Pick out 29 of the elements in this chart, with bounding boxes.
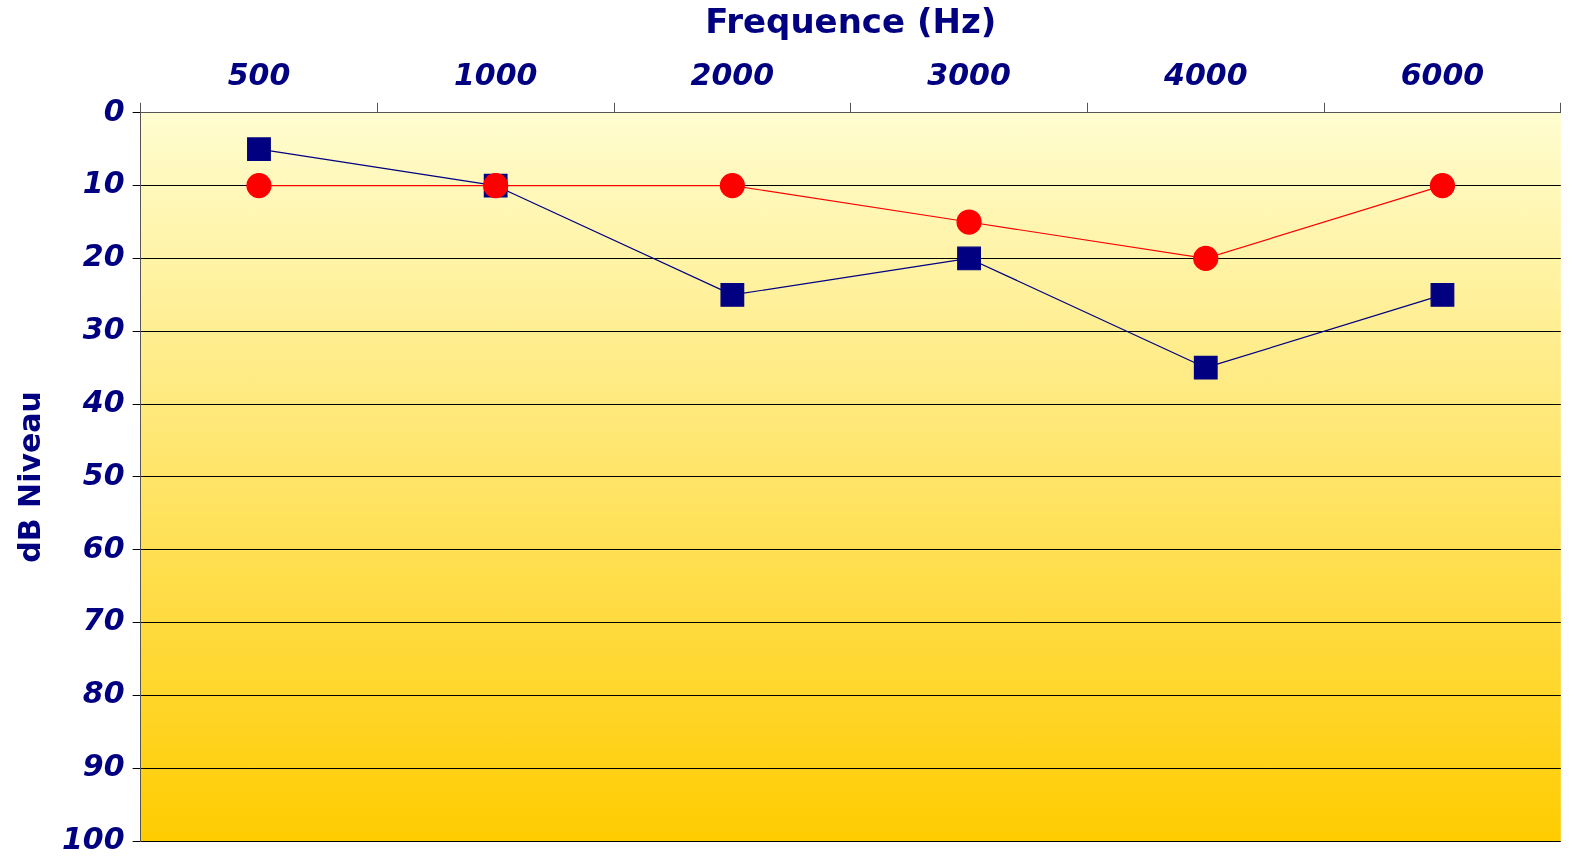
- x-tick-label: 6000: [1400, 56, 1485, 92]
- point: [1429, 173, 1456, 199]
- point: [1193, 355, 1218, 380]
- point: [1430, 282, 1455, 307]
- y-tick-label: 10: [82, 165, 125, 201]
- y-tick-label: 20: [82, 238, 125, 274]
- y-tick-label: 50: [82, 456, 125, 492]
- x-tick-label: 2000: [690, 56, 775, 92]
- point: [246, 173, 272, 199]
- y-tick-label: 90: [82, 747, 125, 783]
- y-axis-title: dB Niveau: [11, 391, 47, 563]
- y-tick-label: 0: [103, 92, 125, 128]
- x-axis-title: Frequence (Hz): [705, 1, 997, 42]
- y-tick-label: 60: [82, 529, 125, 565]
- y-tick-label: 100: [62, 820, 125, 856]
- x-tick-label: 4000: [1163, 56, 1248, 92]
- x-tick-label: 1000: [453, 56, 538, 92]
- y-tick-label: 80: [82, 675, 125, 711]
- point: [720, 282, 745, 307]
- x-tick-label: 3000: [927, 56, 1011, 92]
- y-tick-label: 40: [81, 383, 125, 419]
- y-tick-label: 30: [82, 311, 125, 347]
- y-tick-label: 70: [82, 602, 125, 638]
- point: [1193, 245, 1219, 272]
- point: [957, 246, 981, 271]
- point: [247, 137, 271, 162]
- point: [719, 173, 745, 199]
- point: [956, 209, 982, 235]
- x-tick-label: 500: [227, 56, 291, 92]
